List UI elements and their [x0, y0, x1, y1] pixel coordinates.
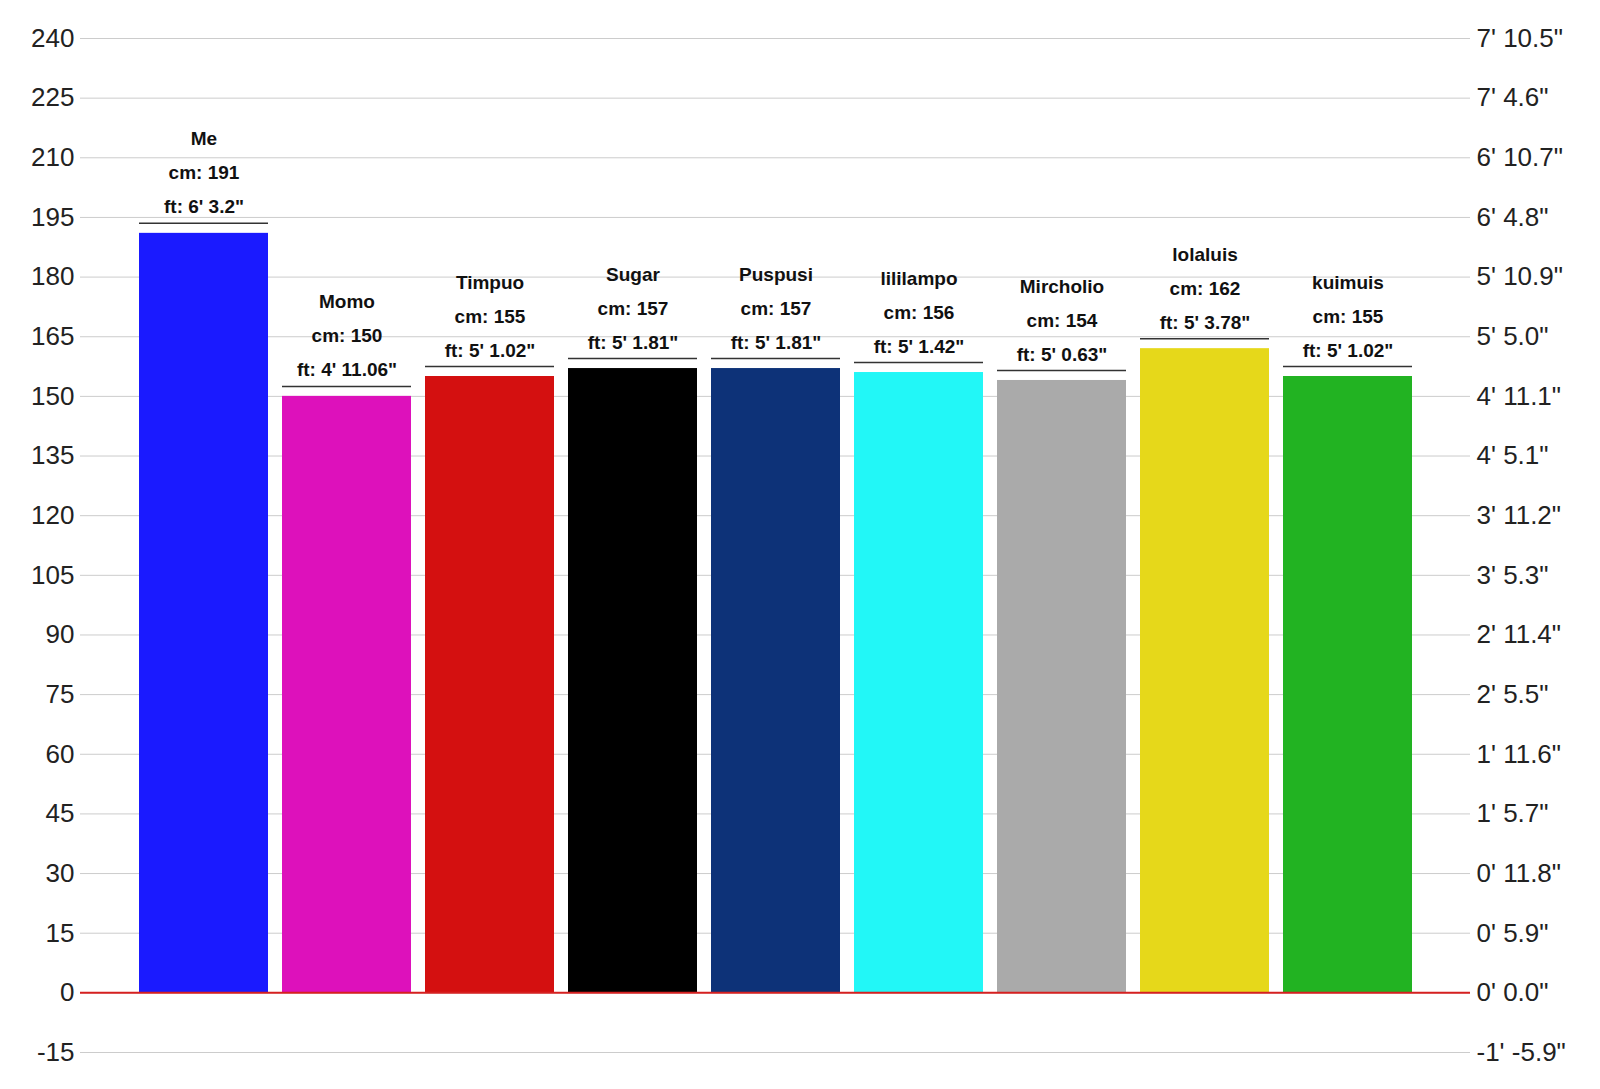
svg-text:5' 5.0": 5' 5.0" [1477, 321, 1549, 351]
svg-text:15: 15 [46, 918, 75, 948]
svg-text:4' 11.1": 4' 11.1" [1477, 381, 1562, 411]
svg-text:cm: 156: cm: 156 [884, 302, 955, 323]
svg-text:Sugar: Sugar [606, 264, 660, 285]
svg-text:Mircholio: Mircholio [1020, 276, 1104, 297]
svg-text:195: 195 [31, 202, 74, 232]
svg-text:ft: 5' 1.81": ft: 5' 1.81" [588, 332, 679, 353]
svg-text:-1' -5.9": -1' -5.9" [1477, 1037, 1566, 1067]
svg-text:-15: -15 [37, 1037, 75, 1067]
svg-text:ft: 5' 0.63": ft: 5' 0.63" [1017, 344, 1108, 365]
svg-text:225: 225 [31, 82, 74, 112]
svg-text:lolaluis: lolaluis [1172, 244, 1237, 265]
svg-text:cm: 157: cm: 157 [598, 298, 669, 319]
svg-text:1' 11.6": 1' 11.6" [1477, 739, 1562, 769]
svg-text:2' 5.5": 2' 5.5" [1477, 679, 1549, 709]
svg-text:ft: 5' 3.78": ft: 5' 3.78" [1160, 312, 1251, 333]
svg-text:105: 105 [31, 560, 74, 590]
svg-text:60: 60 [46, 739, 75, 769]
svg-text:cm: 155: cm: 155 [455, 306, 526, 327]
svg-text:90: 90 [46, 619, 75, 649]
svg-text:cm: 191: cm: 191 [169, 162, 240, 183]
svg-text:0' 11.8": 0' 11.8" [1477, 858, 1562, 888]
svg-text:kuimuis: kuimuis [1312, 272, 1384, 293]
svg-text:6' 10.7": 6' 10.7" [1477, 142, 1563, 172]
svg-text:ft: 4' 11.06": ft: 4' 11.06" [297, 359, 397, 380]
svg-text:210: 210 [31, 142, 74, 172]
svg-text:3' 11.2": 3' 11.2" [1477, 500, 1562, 530]
svg-text:Puspusi: Puspusi [739, 264, 813, 285]
svg-text:150: 150 [31, 381, 74, 411]
svg-text:4' 5.1": 4' 5.1" [1477, 440, 1549, 470]
svg-text:165: 165 [31, 321, 74, 351]
svg-text:30: 30 [46, 858, 75, 888]
svg-text:2' 11.4": 2' 11.4" [1477, 619, 1562, 649]
svg-text:120: 120 [31, 500, 74, 530]
svg-text:Me: Me [191, 128, 217, 149]
svg-text:cm: 155: cm: 155 [1313, 306, 1384, 327]
svg-text:ft: 5' 1.02": ft: 5' 1.02" [445, 340, 536, 361]
svg-text:cm: 154: cm: 154 [1027, 310, 1098, 331]
svg-text:135: 135 [31, 440, 74, 470]
svg-text:75: 75 [46, 679, 75, 709]
svg-text:0: 0 [60, 977, 74, 1007]
svg-text:240: 240 [31, 23, 74, 53]
svg-text:ft: 6' 3.2": ft: 6' 3.2" [164, 196, 244, 217]
svg-text:6' 4.8": 6' 4.8" [1477, 202, 1549, 232]
svg-text:cm: 150: cm: 150 [312, 325, 383, 346]
svg-text:0' 0.0": 0' 0.0" [1477, 977, 1549, 1007]
svg-text:ft: 5' 1.02": ft: 5' 1.02" [1303, 340, 1394, 361]
svg-text:180: 180 [31, 261, 74, 291]
svg-text:cm: 162: cm: 162 [1170, 278, 1241, 299]
svg-text:5' 10.9": 5' 10.9" [1477, 261, 1563, 291]
svg-text:cm: 157: cm: 157 [741, 298, 812, 319]
svg-text:45: 45 [46, 798, 75, 828]
svg-text:1' 5.7": 1' 5.7" [1477, 798, 1549, 828]
svg-text:lililampo: lililampo [880, 268, 957, 289]
svg-text:ft: 5' 1.42": ft: 5' 1.42" [874, 336, 965, 357]
svg-text:7' 4.6": 7' 4.6" [1477, 82, 1549, 112]
svg-text:0' 5.9": 0' 5.9" [1477, 918, 1549, 948]
svg-text:Momo: Momo [319, 291, 375, 312]
svg-text:7' 10.5": 7' 10.5" [1477, 23, 1563, 53]
svg-text:Timpuo: Timpuo [456, 272, 524, 293]
svg-text:3' 5.3": 3' 5.3" [1477, 560, 1549, 590]
svg-text:ft: 5' 1.81": ft: 5' 1.81" [731, 332, 822, 353]
